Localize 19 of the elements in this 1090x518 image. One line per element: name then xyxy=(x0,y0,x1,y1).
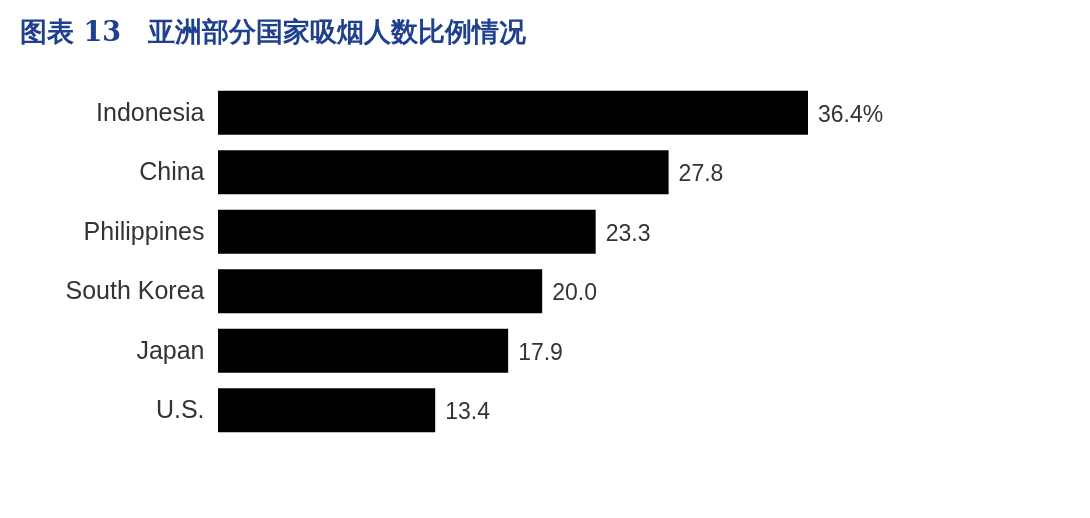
data-label: 13.4 xyxy=(445,398,491,425)
y-tick-label: Japan xyxy=(136,335,205,364)
bar xyxy=(218,328,509,373)
bar xyxy=(218,150,669,195)
chart-title: 图表 13 亚洲部分国家吸烟人数比例情况 xyxy=(20,16,527,47)
data-label: 17.9 xyxy=(518,338,563,365)
bar xyxy=(218,90,808,135)
y-tick-label: Indonesia xyxy=(96,97,205,126)
y-tick-label: Philippines xyxy=(83,216,205,245)
bar xyxy=(218,209,596,254)
y-tick-label: China xyxy=(139,157,205,186)
bar xyxy=(218,388,436,433)
data-label: 36.4% xyxy=(818,100,884,127)
data-label: 20.0 xyxy=(552,279,597,306)
y-tick-label: South Korea xyxy=(65,276,205,305)
y-tick-label: U.S. xyxy=(155,395,205,424)
data-label: 27.8 xyxy=(678,160,724,187)
data-label: 23.3 xyxy=(605,219,651,246)
bar xyxy=(218,269,543,314)
